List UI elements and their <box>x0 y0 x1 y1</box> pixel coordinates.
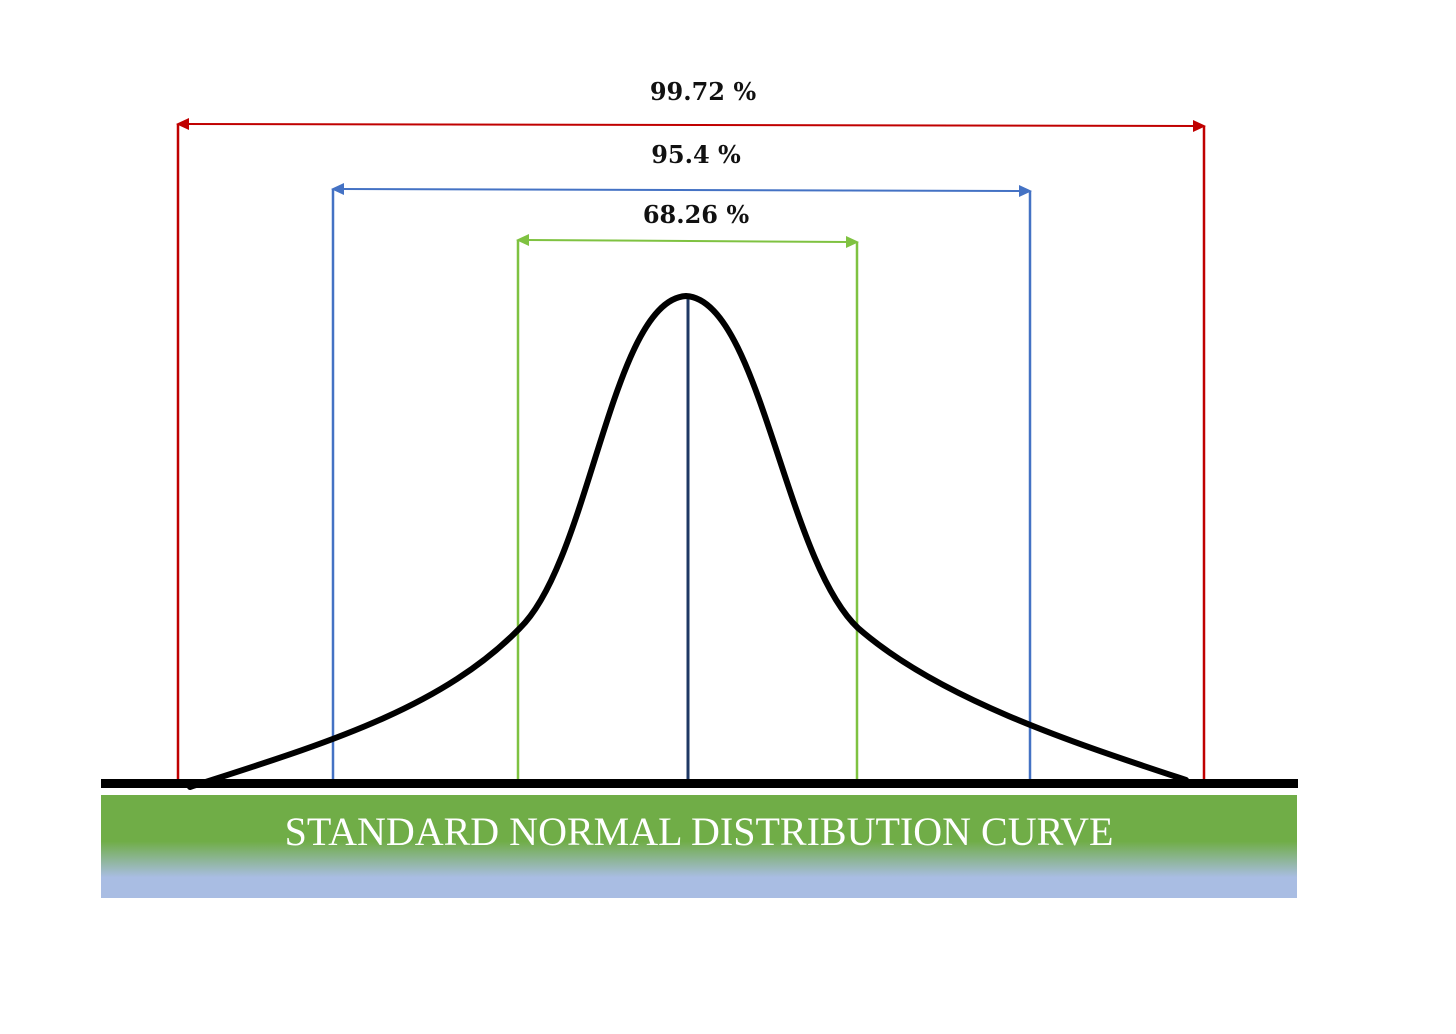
interval-99-72-left-arrowhead <box>176 118 189 130</box>
interval-99-72-right-arrowhead <box>1193 120 1206 132</box>
interval-68-26-bracket: 68.26 % <box>516 200 859 785</box>
interval-95-4-left-arrowhead <box>331 183 344 195</box>
interval-95-4-span-arrow <box>340 188 1023 192</box>
interval-68-26-left-arrowhead <box>516 234 529 246</box>
baseline-axis <box>101 779 1298 788</box>
interval-99-72-span-arrow <box>185 123 1197 127</box>
interval-68-26-right-arrowhead <box>846 236 859 248</box>
interval-99-72-bracket: 99.72 % <box>176 77 1206 787</box>
title-banner <box>101 795 1297 898</box>
bell-curve <box>187 293 1189 790</box>
banner-title: STANDARD NORMAL DISTRIBUTION CURVE <box>285 809 1114 854</box>
interval-95-4-bracket: 95.4 % <box>331 140 1032 785</box>
interval-99-72-label: 99.72 % <box>650 77 757 106</box>
interval-95-4-label: 95.4 % <box>651 140 741 169</box>
interval-95-4-right-arrowhead <box>1019 185 1032 197</box>
interval-68-26-label: 68.26 % <box>643 200 750 229</box>
interval-68-26-span-arrow <box>525 239 850 243</box>
